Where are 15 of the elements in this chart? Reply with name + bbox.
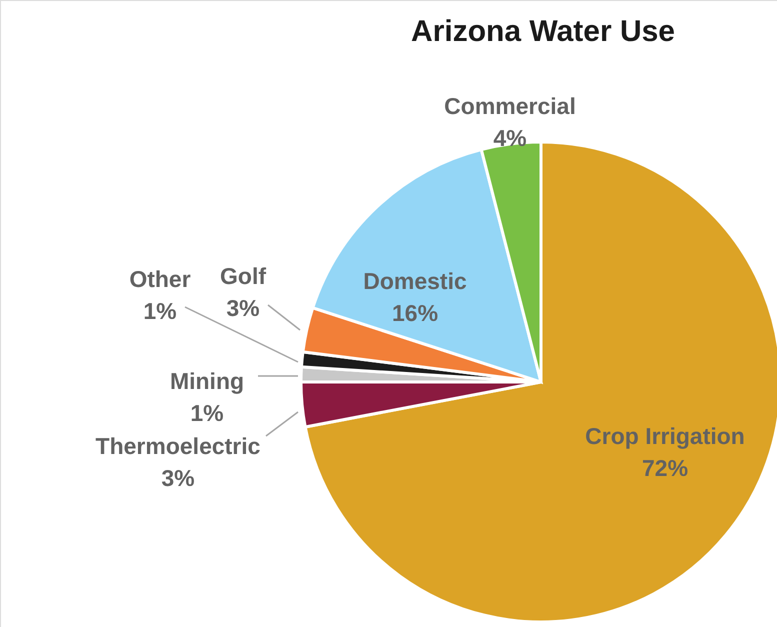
data-label: 16%: [392, 300, 438, 326]
slice-label: Thermoelectric: [96, 433, 261, 459]
slice-label: Commercial: [444, 93, 576, 119]
slice-label: Mining: [170, 368, 244, 394]
chart-title: Arizona Water Use: [411, 15, 675, 48]
data-label: 1%: [143, 298, 177, 324]
slice-label: Other: [129, 266, 191, 292]
slice-label: Golf: [220, 263, 266, 289]
data-label: 3%: [161, 465, 195, 491]
data-label: 3%: [226, 295, 260, 321]
slice-label: Domestic: [363, 268, 467, 294]
data-label: 72%: [642, 455, 688, 481]
slice-label: Crop Irrigation: [585, 423, 745, 449]
data-label: 1%: [190, 400, 224, 426]
data-label: 4%: [493, 125, 527, 151]
